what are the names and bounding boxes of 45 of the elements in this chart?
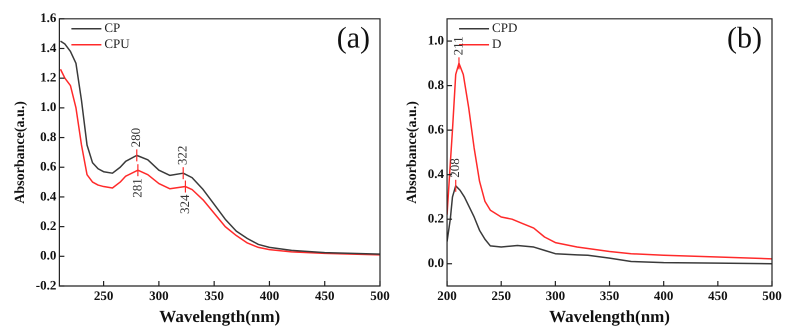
y-axis-title: Absorbance(a.u.) — [13, 100, 28, 204]
legend-label: CPD — [492, 20, 518, 36]
y-tick-label: 1.4 — [40, 40, 57, 55]
x-tick-label: 450 — [314, 288, 334, 304]
x-axis-title: Wavelength(nm) — [549, 307, 670, 326]
y-axis-title: Absorbance(a.u.) — [405, 100, 420, 204]
y-tick-label: 0.8 — [40, 128, 57, 144]
y-tick-label: 1.6 — [40, 10, 57, 26]
annotation: 322 — [174, 146, 190, 166]
y-tick-label: 0.2 — [40, 218, 56, 233]
legend-label: CPU — [104, 36, 130, 52]
legend-label: D — [492, 36, 502, 52]
x-tick-label: 350 — [600, 288, 620, 304]
y-tick-label: 0.2 — [428, 210, 444, 226]
x-axis-title: Wavelength(nm) — [159, 307, 280, 326]
y-tick-label: 0.0 — [428, 255, 444, 270]
x-tick-label: 450 — [708, 288, 728, 304]
x-tick-label: 350 — [204, 288, 224, 304]
x-tick-label: 400 — [260, 288, 280, 304]
y-tick-label: 0.0 — [40, 248, 56, 263]
x-tick-label: 250 — [94, 288, 114, 304]
x-tick-label: 300 — [546, 288, 566, 304]
y-tick-label: 0.8 — [428, 76, 445, 92]
x-tick-label: 200 — [437, 288, 457, 304]
annotation: 211 — [450, 36, 466, 56]
annotation: 324 — [176, 194, 192, 214]
y-tick-label: 1.0 — [428, 32, 444, 48]
y-tick-label: 0.6 — [40, 158, 57, 174]
y-tick-label: 0.4 — [40, 188, 57, 204]
x-tick-label: 400 — [654, 288, 674, 304]
x-tick-label: 500 — [762, 288, 782, 304]
y-tick-label: -0.2 — [36, 277, 56, 292]
y-tick-label: 0.6 — [428, 121, 445, 136]
legend-label: CP — [104, 20, 120, 36]
annotation: 208 — [447, 158, 462, 178]
x-tick-label: 250 — [491, 288, 511, 304]
y-tick-label: 0.4 — [428, 166, 445, 182]
y-tick-label: 1.0 — [40, 99, 56, 114]
x-tick-label: 300 — [149, 288, 169, 304]
annotation: 281 — [129, 178, 144, 198]
chart-title: (b) — [727, 22, 762, 55]
y-tick-label: 1.2 — [40, 70, 56, 85]
chart-title: (a) — [336, 22, 370, 55]
annotation: 280 — [128, 128, 144, 148]
x-tick-label: 500 — [370, 288, 390, 304]
